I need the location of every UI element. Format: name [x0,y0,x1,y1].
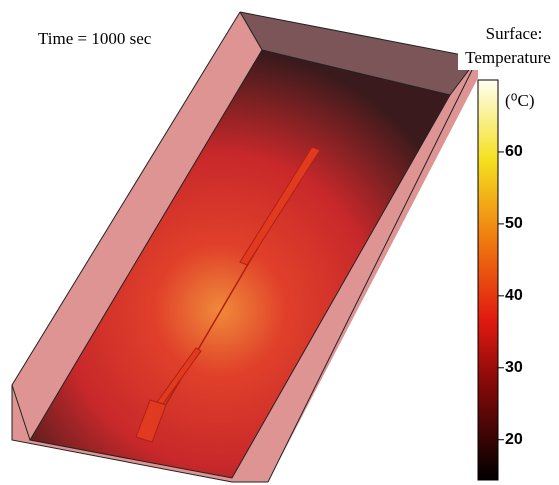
colorbar-unit: (⁰C) [505,91,534,110]
time-label: Time = 1000 sec [38,29,152,48]
tick-label: 20 [505,431,523,448]
colorbar-title: Surface: [486,24,543,43]
slab [12,12,478,482]
colorbar [478,80,498,480]
tick-label: 30 [505,359,523,376]
scene: Time = 1000 sec Surface: Temperature (⁰C… [0,0,559,485]
colorbar-title: Temperature [465,48,551,67]
tick-label: 60 [505,143,523,160]
tick-label: 50 [505,215,523,232]
tick-label: 40 [505,287,523,304]
